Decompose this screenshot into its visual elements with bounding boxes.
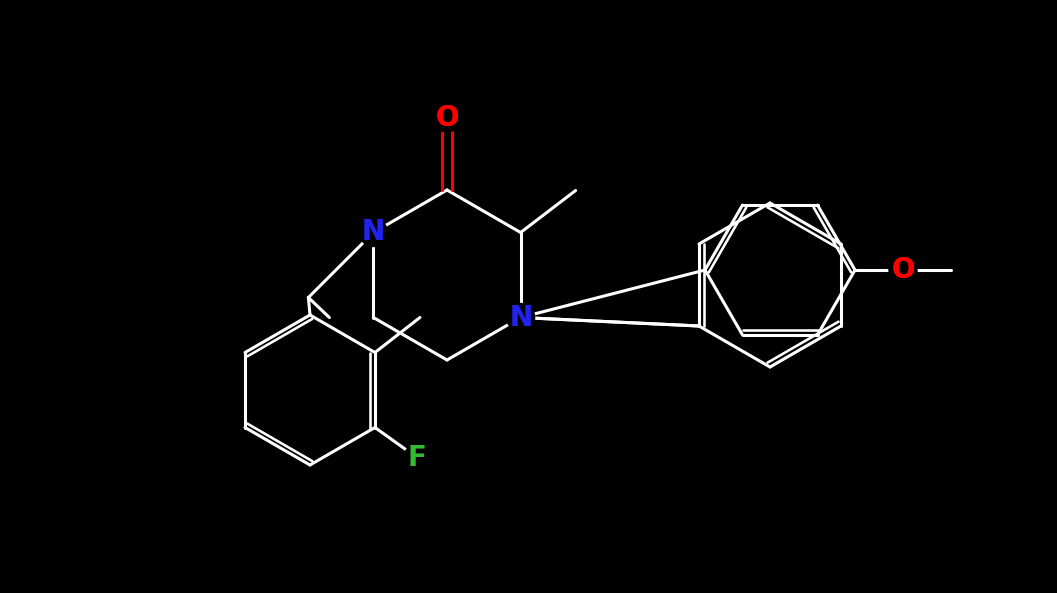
Circle shape xyxy=(507,304,534,330)
Text: O: O xyxy=(891,256,914,284)
Circle shape xyxy=(433,104,461,132)
Circle shape xyxy=(889,256,917,284)
Circle shape xyxy=(434,105,460,131)
Text: O: O xyxy=(435,104,459,132)
Text: N: N xyxy=(509,304,532,331)
Circle shape xyxy=(360,219,387,246)
Circle shape xyxy=(359,218,387,247)
Text: N: N xyxy=(361,218,385,247)
Circle shape xyxy=(890,257,916,283)
Circle shape xyxy=(506,304,535,331)
Text: O: O xyxy=(435,104,459,132)
Circle shape xyxy=(404,445,430,470)
Text: F: F xyxy=(408,444,426,471)
Text: O: O xyxy=(891,256,914,284)
Text: N: N xyxy=(509,304,532,331)
Text: N: N xyxy=(361,218,385,247)
